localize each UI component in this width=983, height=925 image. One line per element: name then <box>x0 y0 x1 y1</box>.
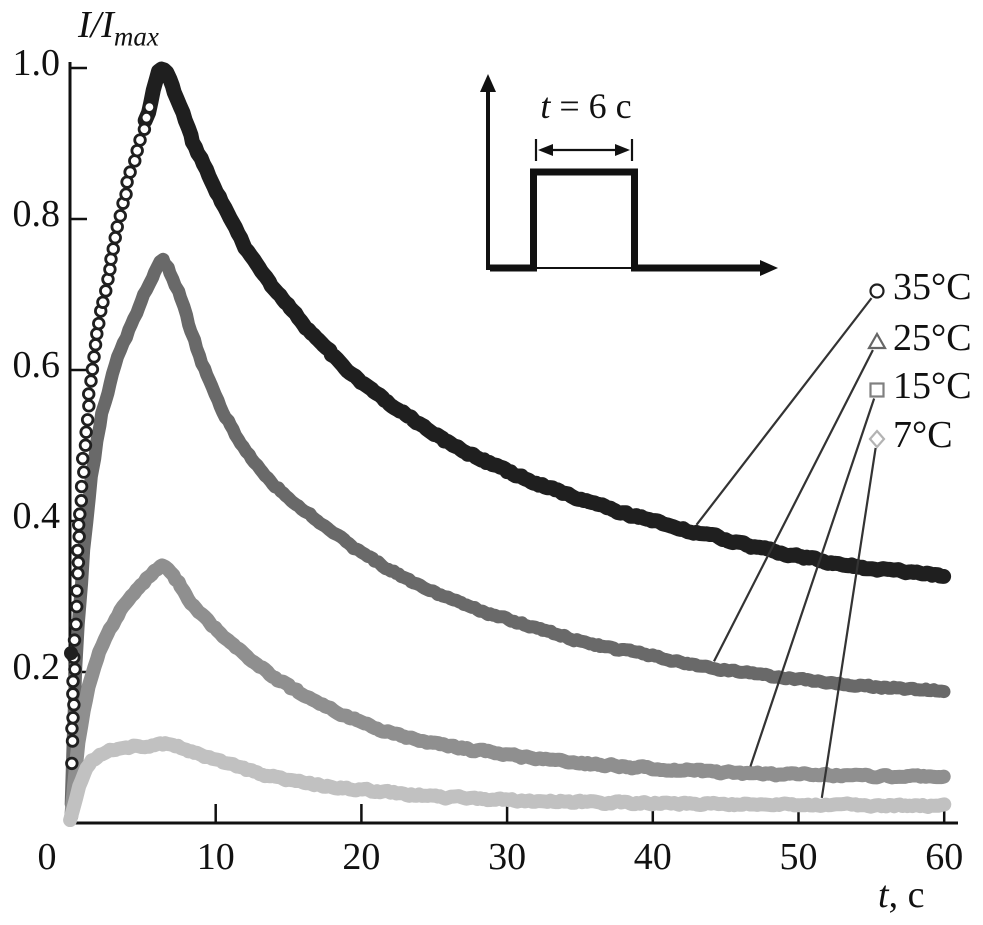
legend-marker-square-icon <box>869 382 885 398</box>
leader-line-15°C <box>749 398 876 767</box>
x-axis-title-italic: t <box>878 874 889 916</box>
inset-pulse-label-rest: = 6 c <box>550 86 632 126</box>
y-tick-label-1.0: 1.0 <box>12 42 61 84</box>
legend-markers <box>867 283 887 449</box>
inset-right-arrow-icon <box>760 260 778 276</box>
legend-label-15°C: 15°C <box>893 365 972 407</box>
data-curves <box>63 61 952 827</box>
legend-label-25°C: 25°C <box>893 317 972 359</box>
y-tick-label-0.6: 0.6 <box>12 344 61 386</box>
x-tick-label-20: 20 <box>342 836 381 878</box>
leader-line-25°C <box>713 349 874 662</box>
leader-line-35°C <box>695 297 873 526</box>
x-tick-label-60: 60 <box>925 836 964 878</box>
x-tick-label-40: 40 <box>633 836 672 878</box>
y-axis-title-sub: max <box>113 21 159 52</box>
legend-label-7°C: 7°C <box>893 414 953 456</box>
x-tick-label-30: 30 <box>488 836 527 878</box>
inset-pulse-diagram <box>480 74 778 276</box>
legend-marker-diamond-icon <box>868 429 886 449</box>
x-tick-label-10: 10 <box>196 836 235 878</box>
inset-up-arrow-icon <box>480 74 496 92</box>
inset-pulse-shape <box>530 168 638 270</box>
y-tick-label-0.4: 0.4 <box>12 495 61 537</box>
series-band-4 <box>63 736 952 827</box>
x-axis-title-rest: , c <box>888 874 925 916</box>
legend-marker-triangle-icon <box>867 331 887 350</box>
x-tick-label-50: 50 <box>779 836 818 878</box>
series-rise-markers <box>64 100 157 771</box>
series-band-1 <box>137 61 952 584</box>
y-axis-title-main: I/I <box>78 4 114 46</box>
inset-pulse-label-italic: t <box>540 86 551 126</box>
leader-line-7°C <box>820 447 877 799</box>
x-axis-title: t, c <box>878 876 924 914</box>
series-band-2 <box>64 252 951 811</box>
legend-marker-circle-icon <box>869 283 885 299</box>
inset-pulse-label: t = 6 c <box>540 88 631 124</box>
series-band-3 <box>64 558 951 824</box>
legend-leader-lines <box>695 297 877 799</box>
y-tick-label-0.8: 0.8 <box>12 193 61 235</box>
y-axis-title: I/Imax <box>78 6 159 51</box>
legend-label-35°C: 35°C <box>893 266 972 308</box>
y-tick-label-0.2: 0.2 <box>12 646 61 688</box>
inset-duration-dimension <box>534 139 634 161</box>
x-tick-label-0: 0 <box>37 836 57 878</box>
